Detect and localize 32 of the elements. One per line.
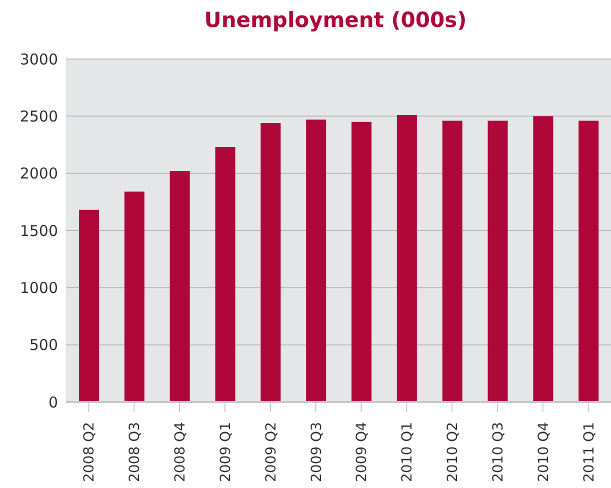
y-tick-label: 500 [29,336,58,354]
x-tick-label: 2008 Q3 [127,422,144,482]
y-tick-label: 3000 [20,50,58,68]
bar [124,192,144,402]
bar [306,120,326,402]
x-tick-label: 2009 Q3 [308,422,325,482]
bar [79,210,99,402]
bar [260,123,281,402]
x-tick-label: 2008 Q2 [82,422,98,482]
y-tick-label: 1500 [20,222,58,240]
x-tick-label: 2010 Q1 [400,422,416,482]
y-tick-label: 2500 [20,107,58,126]
x-tick-label: 2010 Q4 [536,422,552,482]
y-tick-label: 2000 [20,164,58,183]
bar [578,120,599,402]
bar [396,115,417,402]
y-tick-label: 0 [48,393,58,412]
x-tick-label: 2009 Q4 [354,422,370,482]
chart-title: Unemployment (000s) [203,8,468,34]
x-tick-label: 2008 Q4 [172,422,189,482]
x-tick-label: 2011 Q1 [581,422,598,482]
x-tick-label: 2010 Q2 [445,422,462,482]
bar [352,122,372,402]
bar [488,120,508,402]
y-tick-label: 1000 [20,278,58,297]
bar [442,120,462,402]
x-tick-label: 2009 Q2 [263,422,280,482]
bar [533,116,554,402]
bar [215,147,236,402]
bar [170,171,190,402]
x-tick-label: 2010 Q3 [490,422,506,482]
x-tick-label: 2009 Q1 [218,422,234,482]
